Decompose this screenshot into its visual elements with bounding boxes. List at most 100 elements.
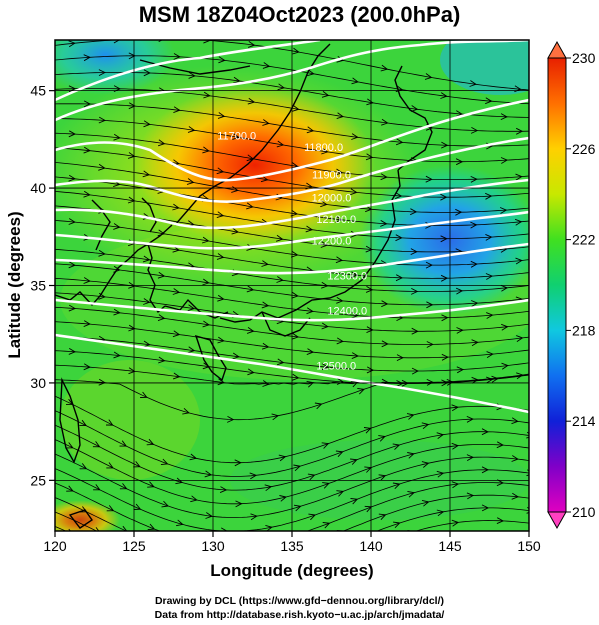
colorbar-tick-label: 226	[572, 141, 596, 157]
streamline-arrow	[147, 523, 156, 531]
streamline-arrow	[202, 278, 210, 286]
streamline-arrow	[143, 69, 151, 77]
streamline-arrow	[320, 241, 329, 248]
streamline-arrow	[231, 227, 240, 235]
streamline-arrow	[395, 234, 403, 242]
x-tick-label: 145	[438, 538, 462, 554]
streamline-arrow	[106, 505, 115, 512]
streamline-arrow	[262, 62, 271, 69]
x-tick-label: 135	[280, 538, 304, 554]
contour-label: 12200.0	[312, 236, 352, 248]
streamline-arrow	[499, 207, 508, 214]
streamline-arrow	[292, 105, 300, 112]
streamline-arrow	[172, 372, 181, 380]
streamline-arrow	[106, 462, 114, 469]
streamline-arrow	[204, 470, 213, 478]
streamline	[55, 424, 529, 491]
streamline-arrow	[336, 490, 345, 497]
streamline-arrow	[251, 555, 257, 561]
streamline-arrow	[426, 341, 434, 348]
streamline-arrow	[290, 250, 299, 258]
streamline-arrow	[236, 542, 242, 548]
contour-label: 11900.0	[312, 169, 351, 181]
streamline-arrow	[366, 98, 374, 106]
streamline-arrow	[407, 452, 415, 459]
streamline-arrow	[392, 482, 401, 490]
streamline-arrow	[335, 168, 344, 176]
streamline-arrow	[146, 438, 155, 446]
streamline-arrow	[456, 327, 464, 334]
streamline-arrow	[306, 348, 315, 356]
streamline-arrow	[322, 522, 331, 529]
streamline	[55, 263, 529, 306]
streamline-arrow	[486, 312, 494, 319]
streamline-arrow	[335, 256, 344, 264]
streamline-arrow	[350, 498, 359, 505]
streamline-arrow	[511, 492, 520, 500]
streamline-arrow	[265, 524, 273, 531]
streamline-arrow	[218, 56, 226, 64]
streamline-arrow	[247, 368, 255, 376]
x-tick-label: 125	[122, 538, 146, 554]
streamline-arrow	[202, 320, 210, 328]
streamline-arrow	[426, 378, 434, 386]
streamline-arrow	[466, 415, 474, 423]
streamline-arrow	[500, 113, 508, 121]
streamline-arrow	[192, 579, 199, 585]
streamline-arrow	[95, 527, 100, 531]
streamline	[55, 118, 529, 163]
streamline-arrow	[216, 253, 225, 260]
streamline-arrow	[107, 548, 114, 554]
streamline-arrow	[128, 52, 136, 60]
streamline-arrow	[451, 442, 460, 450]
streamline-arrow	[485, 233, 493, 241]
streamline-arrow	[515, 257, 523, 265]
streamline-arrow	[395, 274, 404, 282]
streamline	[55, 103, 529, 147]
streamline	[55, 494, 529, 531]
colorbar-tick-label: 218	[572, 322, 596, 338]
streamline-arrow	[531, 372, 537, 378]
streamline-arrow	[133, 503, 142, 510]
streamline-arrow	[291, 332, 300, 340]
streamline-arrow	[455, 208, 463, 216]
streamline-arrow	[322, 482, 330, 489]
streamline-arrow	[424, 73, 433, 80]
streamline-arrow	[190, 495, 198, 503]
x-tick-label: 120	[43, 538, 67, 554]
streamline-arrow	[113, 351, 121, 359]
streamline-arrow	[421, 422, 430, 430]
streamline-arrow	[175, 477, 183, 485]
colorbar-tick-label: 214	[572, 413, 596, 429]
streamline	[55, 482, 529, 531]
streamline-arrow	[83, 100, 92, 108]
streamline-arrow	[247, 41, 256, 48]
streamline	[55, 350, 529, 385]
triangle-up-icon	[547, 40, 567, 59]
streamline-arrow	[410, 248, 418, 256]
streamline-arrow	[411, 288, 419, 295]
streamline-arrow	[173, 106, 181, 114]
streamline-arrow	[455, 287, 464, 295]
streamline-arrow	[68, 304, 77, 312]
streamline-arrow	[351, 133, 359, 140]
streamline	[55, 55, 529, 105]
streamline-arrow	[233, 76, 241, 84]
streamline-arrow	[336, 55, 345, 63]
streamline-arrow	[530, 231, 536, 237]
streamline-arrow	[205, 512, 213, 519]
colorbar-scale	[547, 57, 567, 513]
streamline-arrow	[455, 110, 464, 117]
streamline-arrow	[470, 127, 479, 134]
streamline-arrow	[378, 474, 387, 481]
streamline-arrow	[309, 554, 316, 560]
streamline-arrow	[378, 513, 387, 521]
streamline-arrow	[173, 53, 181, 60]
streamline-arrow	[481, 504, 490, 512]
streamline-arrow	[68, 218, 76, 225]
credits: Drawing by DCL (https://www.gfd−dennou.o…	[0, 594, 599, 622]
streamline-arrow	[232, 352, 240, 360]
streamline-arrow	[446, 378, 454, 386]
streamline	[55, 335, 529, 372]
contour-label: 11800.0	[304, 142, 343, 154]
